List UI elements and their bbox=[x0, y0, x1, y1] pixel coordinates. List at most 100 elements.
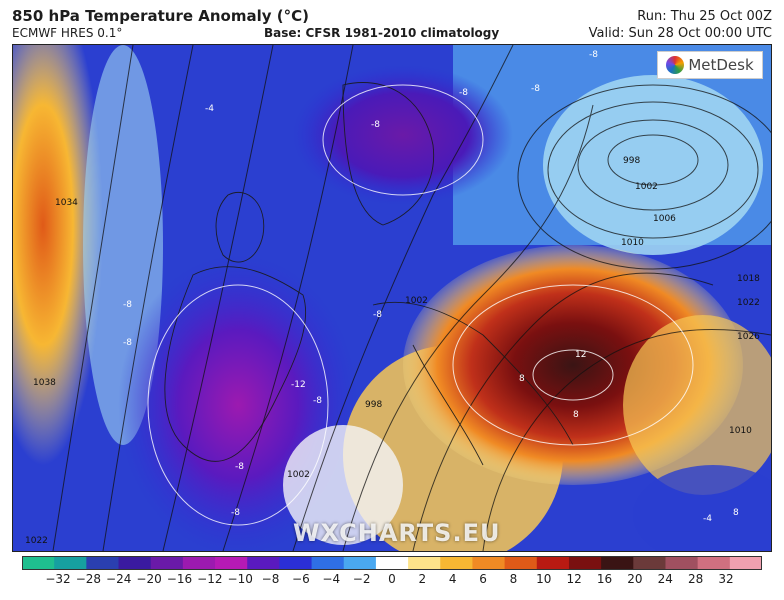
isobar-label: 1010 bbox=[729, 426, 752, 436]
anomaly-label: 8 bbox=[519, 374, 525, 384]
colorbar-tick-label: 8 bbox=[509, 572, 518, 586]
anomaly-label: -8 bbox=[373, 310, 382, 320]
anomaly-label: -8 bbox=[123, 338, 132, 348]
colorbar-segment bbox=[536, 556, 570, 570]
colorbar-tick-label: 10 bbox=[536, 572, 552, 586]
base-label: Base: CFSR 1981-2010 climatology bbox=[264, 26, 500, 40]
colorbar-tick-label: 12 bbox=[566, 572, 582, 586]
colorbar-segment bbox=[472, 556, 506, 570]
model-label: ECMWF HRES 0.1° bbox=[12, 26, 123, 40]
colorbar-tick-label: 20 bbox=[627, 572, 643, 586]
colorbar-segment bbox=[343, 556, 377, 570]
scandinavia-cold-core bbox=[293, 65, 513, 205]
isobar-label: 998 bbox=[365, 400, 382, 410]
colorbar-segment bbox=[601, 556, 634, 570]
isobar-label: 1010 bbox=[621, 238, 644, 248]
isobar-label-group: 1034 1038 1022 998 1002 1006 1010 1018 1… bbox=[25, 156, 760, 546]
colorbar-tick-label: −6 bbox=[292, 572, 310, 586]
colorbar-segment bbox=[665, 556, 699, 570]
colorbar-tick-label: 4 bbox=[448, 572, 457, 586]
anomaly-label: -4 bbox=[703, 514, 712, 524]
colorbar-tick-label: −28 bbox=[75, 572, 102, 586]
colorbar-tick-label: −4 bbox=[322, 572, 341, 586]
black-sea-warm-zone bbox=[623, 315, 771, 495]
colorbar-segment bbox=[408, 556, 441, 570]
anomaly-map[interactable]: 1034 1038 1022 998 1002 1006 1010 1018 1… bbox=[12, 44, 772, 552]
logo-text: MetDesk bbox=[688, 56, 754, 74]
isobar-label: 1018 bbox=[737, 274, 760, 284]
colorbar-segment bbox=[729, 556, 762, 570]
colorbar-segment bbox=[311, 556, 345, 570]
isobar-label: 1002 bbox=[635, 182, 658, 192]
isobar-label: 1026 bbox=[737, 332, 760, 342]
isobar-label: 1006 bbox=[653, 214, 676, 224]
chart-title: 850 hPa Temperature Anomaly (°C) bbox=[12, 7, 309, 25]
colorbar-tick-label: 16 bbox=[596, 572, 613, 586]
colorbar-segment bbox=[182, 556, 216, 570]
anomaly-label: 12 bbox=[575, 350, 586, 360]
colorbar-segment bbox=[86, 556, 120, 570]
anomaly-label: -4 bbox=[205, 104, 214, 114]
anomaly-label: -8 bbox=[123, 300, 132, 310]
anomaly-label: 8 bbox=[573, 410, 579, 420]
southeast-cold-zone bbox=[633, 465, 771, 551]
anomaly-label: -8 bbox=[531, 84, 540, 94]
colorbar-tick-label: −24 bbox=[106, 572, 132, 586]
colorbar-tick-label: −16 bbox=[166, 572, 193, 586]
low-pressure-warm-zone bbox=[543, 75, 763, 255]
run-label: Run: Thu 25 Oct 00Z bbox=[637, 9, 772, 24]
anomaly-label: -12 bbox=[291, 380, 306, 390]
colorbar-segment bbox=[22, 556, 55, 570]
colorbar-segment bbox=[440, 556, 473, 570]
isobar-label: 1034 bbox=[55, 198, 78, 208]
colorbar-segment bbox=[279, 556, 313, 570]
isobar-lines bbox=[52, 45, 771, 551]
colorbar-tick-label: 28 bbox=[687, 572, 704, 586]
colorbar-tick-label: −10 bbox=[227, 572, 253, 586]
colorbar-segment bbox=[568, 556, 602, 570]
anomaly-label: -8 bbox=[231, 508, 240, 518]
colorbar-segment bbox=[697, 556, 731, 570]
colorbar-tick-label: 6 bbox=[479, 572, 487, 586]
map-canvas: 1034 1038 1022 998 1002 1006 1010 1018 1… bbox=[13, 45, 771, 551]
isobar-label: 998 bbox=[623, 156, 640, 166]
colorbar-segment bbox=[54, 556, 87, 570]
colorbar-tick-label: −12 bbox=[197, 572, 223, 586]
north-africa-neutral-zone bbox=[283, 425, 403, 545]
colorbar-segment bbox=[504, 556, 538, 570]
anomaly-label: -8 bbox=[459, 88, 468, 98]
chart-header: 850 hPa Temperature Anomaly (°C) ECMWF H… bbox=[0, 0, 784, 44]
isobar-label: 1002 bbox=[405, 296, 428, 306]
isobar-label: 1002 bbox=[287, 470, 310, 480]
anomaly-label: -8 bbox=[313, 396, 322, 406]
colorbar-segment bbox=[215, 556, 248, 570]
colorbar-tick-label: −20 bbox=[136, 572, 162, 586]
colorbar-tick-label: −32 bbox=[45, 572, 71, 586]
colorbar-segment bbox=[375, 556, 409, 570]
colorbar-outline bbox=[22, 556, 762, 570]
western-warm-tongue bbox=[13, 45, 103, 465]
coastlines bbox=[164, 82, 574, 466]
colorbar-segment bbox=[150, 556, 184, 570]
metdesk-logo-icon bbox=[666, 56, 685, 74]
isobar-label: 1038 bbox=[33, 378, 56, 388]
anomaly-label: 8 bbox=[733, 508, 739, 518]
colorbar-tick-label: −8 bbox=[261, 572, 280, 586]
colorbar-segment bbox=[247, 556, 280, 570]
anomaly-label: -8 bbox=[371, 120, 380, 130]
anomaly-label-group: -4 -8 -8 -8 -8 -8 -12 -8 -8 -8 -8 12 8 8… bbox=[123, 50, 739, 524]
colorbar-segment bbox=[633, 556, 666, 570]
colorbar-tick-label: 32 bbox=[718, 572, 734, 586]
anomaly-label: -8 bbox=[589, 50, 598, 60]
watermark: WXCHARTS.EU bbox=[293, 519, 501, 547]
isobar-label: 1022 bbox=[737, 298, 760, 308]
colorbar-tick-label: −2 bbox=[352, 572, 371, 586]
colorbar bbox=[22, 556, 762, 570]
colorbar-tick-label: 24 bbox=[657, 572, 673, 586]
colorbar-segment bbox=[118, 556, 152, 570]
metdesk-logo: MetDesk bbox=[657, 51, 763, 79]
anomaly-label: -8 bbox=[235, 462, 244, 472]
anomaly-contours bbox=[147, 84, 694, 526]
colorbar-ticks: −32 −28 −24 −20 −16 −12 −10 −8 −6 −4 −2 0 2 4 6 8 10 12 16… bbox=[0, 572, 784, 592]
isobar-label: 1022 bbox=[25, 536, 48, 546]
